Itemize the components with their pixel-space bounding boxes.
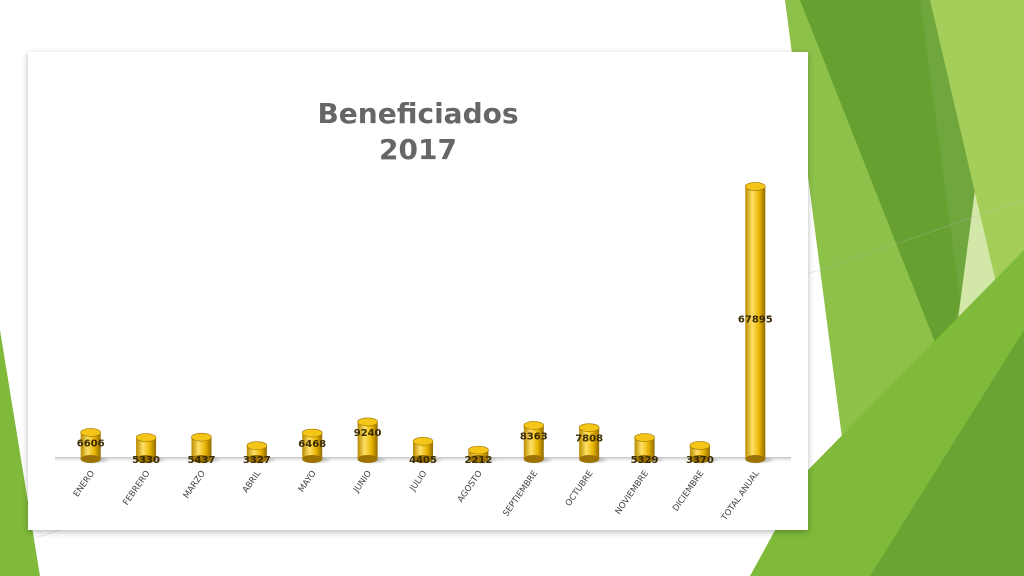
bar-chart: 6606 ENERO 5330 FEBRERO 5437 MARZO 3327 ABRIL 64… [55,182,791,524]
bar-group: 5437 MARZO [182,432,222,501]
bar-top-cap [689,441,711,450]
x-tick-label: DICIEMBRE [671,469,706,513]
data-label: 8363 [520,431,548,442]
bar [634,437,655,459]
bar-group: 7808 OCTUBRE [564,423,610,508]
chart-card: Beneficiados 2017 6606 ENERO 5330 FEBRERO 54… [28,52,808,530]
bar-top-cap [357,417,378,427]
data-label: 5329 [631,455,659,466]
bar-top-cap [301,428,323,438]
bar [80,432,101,459]
bg-shape-green-dark-2 [870,330,1024,576]
bar [468,450,489,459]
bar-base-cap [523,455,544,463]
x-tick-label: FEBRERO [121,469,152,508]
data-label: 5330 [132,455,160,466]
data-label: 5437 [188,455,216,466]
bar-top-cap [246,441,268,450]
bar-group: 2212 AGOSTO [456,445,499,505]
bar-group: 8363 SEPTIEMBRE [501,421,554,518]
data-label: 2212 [464,455,492,466]
bar-base-cap [80,455,101,463]
chart-title-line-1: Beneficiados [317,97,519,130]
bar-top-cap [578,423,600,432]
data-label: 6468 [298,439,326,450]
data-label: 7808 [575,434,603,445]
bar [413,441,433,459]
bg-shape-green-dark-1 [800,0,1000,380]
x-tick-label: MAYO [297,469,319,495]
x-tick-label: SEPTIEMBRE [501,469,540,518]
bar-group: 6606 ENERO [72,428,111,499]
bar-base-cap [136,455,157,463]
bar-base-cap [745,455,766,463]
bar-group: 5329 NOVIEMBRE [614,433,665,517]
bar-group: 3370 DICIEMBRE [671,441,720,513]
bar-top-cap [468,445,489,455]
x-tick-label: OCTUBRE [564,469,596,508]
bar [136,437,157,459]
bar-base-cap [302,455,323,463]
bar-base-cap [579,455,600,463]
data-label: 4405 [409,455,437,466]
bar-base-cap [246,455,267,463]
x-tick-label: ENERO [72,469,97,499]
bar-top-cap [191,432,212,442]
bar-base-cap [357,455,378,463]
bar [579,427,600,459]
data-label: 67895 [738,315,773,326]
bar-base-cap [191,455,212,463]
x-tick-label: NOVIEMBRE [614,469,651,517]
bar [302,433,323,459]
bar [191,437,212,459]
bar-group: 9240 JUNIO [351,417,388,496]
x-tick-label: AGOSTO [456,469,485,505]
data-label: 9240 [354,428,382,439]
data-label: 6606 [77,438,105,449]
x-tick-label: MARZO [182,469,208,501]
bar-top-cap [634,433,655,442]
x-tick-label: TOTAL ANUAL [719,469,762,524]
bar-group: 4405 JULIO [408,437,443,494]
bar-base-cap [634,455,655,463]
x-tick-label: JUNIO [351,469,374,496]
bar-group: 5330 FEBRERO [121,433,167,508]
bar-base-cap [413,455,433,463]
bar [357,421,378,459]
bar-top-cap [412,437,434,446]
bar [745,186,766,459]
bar-base-cap [689,455,710,463]
bar-base-cap [468,455,489,463]
bar-group: 3327 ABRIL [241,441,277,495]
chart-title-line-2: 2017 [379,133,457,166]
bar-top-cap [745,182,766,191]
bar-group: 6468 MAYO [297,428,333,495]
bar-top-cap [80,428,101,437]
data-label: 3370 [686,455,714,466]
bar-group: 67895 TOTAL ANUAL [719,182,776,524]
plot-area: 6606 ENERO 5330 FEBRERO 5437 MARZO 3327 ABRIL 64… [55,182,791,524]
bar-top-cap [523,421,545,430]
chart-title: Beneficiados 2017 [28,96,808,168]
x-tick-label: ABRIL [241,469,264,495]
bar [523,425,544,459]
x-tick-label: JULIO [408,469,430,494]
data-label: 3327 [243,455,271,466]
bar-top-cap [135,433,157,442]
